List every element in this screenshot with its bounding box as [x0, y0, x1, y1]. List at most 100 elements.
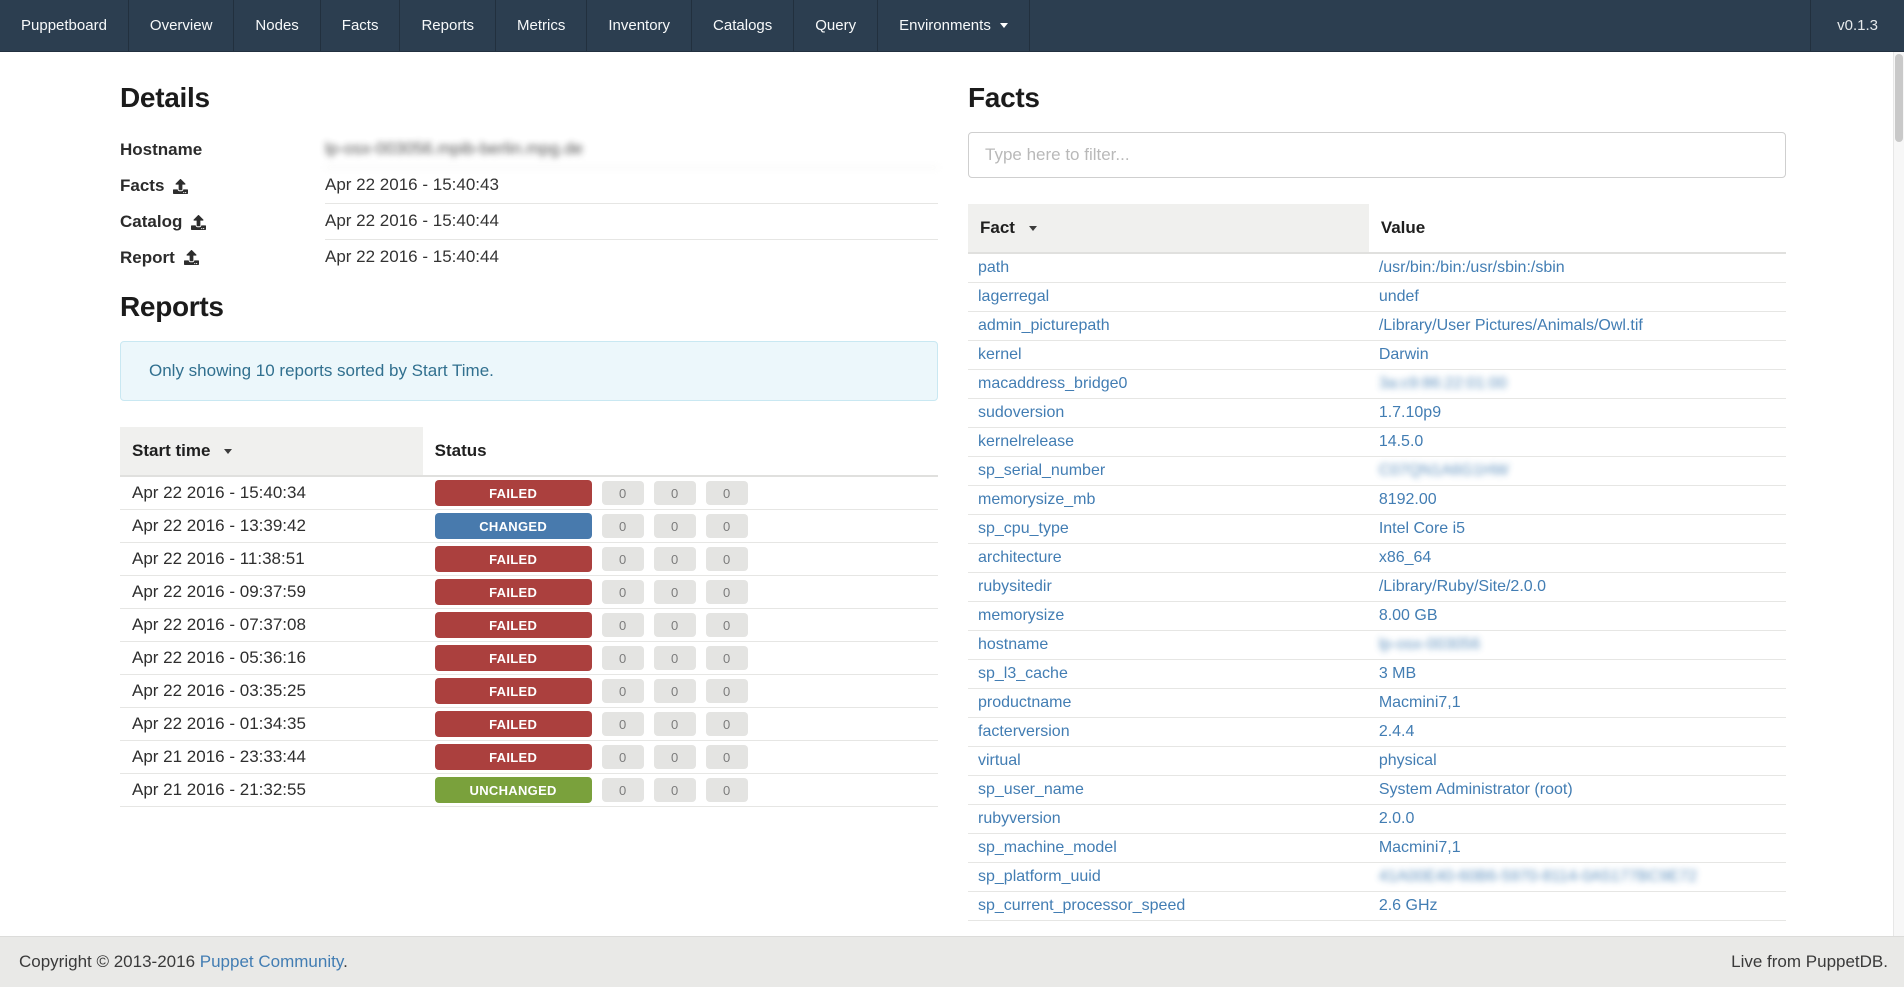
fact-value-link[interactable]: 3 MB [1378, 665, 1417, 682]
scrollbar-thumb[interactable] [1895, 54, 1903, 142]
fact-value-link[interactable]: Intel Core i5 [1378, 520, 1466, 537]
report-status-wrap: FAILED 0 0 0 [434, 678, 926, 704]
fact-value-link[interactable]: 2.4.4 [1378, 723, 1415, 740]
fact-value-link[interactable]: C07QN1A6G1HW [1378, 462, 1509, 479]
fact-name-link[interactable]: macaddress_bridge0 [978, 375, 1128, 392]
fact-name-link[interactable]: path [978, 259, 1010, 276]
fact-name-link[interactable]: admin_picturepath [978, 317, 1110, 334]
fact-value-link[interactable]: 3a:c9:86:22:01:00 [1378, 375, 1507, 392]
fact-value-link[interactable]: 8192.00 [1378, 491, 1437, 508]
fact-name-link[interactable]: memorysize [978, 607, 1065, 624]
fact-value-link[interactable]: physical [1378, 752, 1437, 769]
navbar-item-catalogs[interactable]: Catalogs [691, 0, 793, 51]
report-status-badge[interactable]: FAILED [434, 645, 592, 671]
report-status-wrap: UNCHANGED 0 0 0 [434, 777, 926, 803]
fact-value-cell: 3 MB [1368, 659, 1786, 689]
fact-value-link[interactable]: 2.0.0 [1378, 810, 1415, 827]
navbar-brand[interactable]: Puppetboard [21, 17, 107, 34]
fact-name-link[interactable]: rubyversion [978, 810, 1061, 827]
details-row: Report Apr 22 2016 - 15:40:44 [120, 240, 938, 275]
fact-value-link[interactable]: /usr/bin:/bin:/usr/sbin:/sbin [1378, 259, 1565, 276]
report-count-badge: 0 [601, 679, 644, 703]
puppet-community-link[interactable]: Puppet Community [199, 952, 344, 971]
fact-value-link[interactable]: 41A00E40-60B6-5970-8114-0A5177BC9E72 [1378, 868, 1697, 885]
report-status-badge[interactable]: CHANGED [434, 513, 592, 539]
fact-name-link[interactable]: productname [978, 694, 1072, 711]
facts-column-value[interactable]: Value [1368, 204, 1786, 254]
fact-value-cell: x86_64 [1368, 543, 1786, 573]
page-footer: Copyright © 2013-2016 Puppet Community. … [0, 936, 1904, 987]
fact-value-link[interactable]: 2.6 GHz [1378, 897, 1438, 914]
fact-value-link[interactable]: lp-osx-003056 [1378, 636, 1481, 653]
fact-value-link[interactable]: Darwin [1378, 346, 1429, 363]
report-status-badge[interactable]: FAILED [434, 546, 592, 572]
fact-name-link[interactable]: sp_machine_model [978, 839, 1117, 856]
facts-filter-input[interactable] [968, 132, 1786, 178]
fact-row: memorysize 8.00 GB [968, 601, 1786, 631]
fact-name-link[interactable]: sudoversion [978, 404, 1065, 421]
navbar-item-overview[interactable]: Overview [127, 0, 234, 51]
fact-name-link[interactable]: memorysize_mb [978, 491, 1096, 508]
fact-value-cell: 8.00 GB [1368, 601, 1786, 631]
fact-value-link[interactable]: Macmini7,1 [1378, 839, 1461, 856]
navbar-item-inventory[interactable]: Inventory [586, 0, 691, 51]
fact-name-link[interactable]: architecture [978, 549, 1062, 566]
reports-column-status[interactable]: Status [422, 427, 938, 477]
fact-name-link[interactable]: sp_user_name [978, 781, 1084, 798]
fact-name-link[interactable]: kernelrelease [978, 433, 1075, 450]
fact-value-link[interactable]: Macmini7,1 [1378, 694, 1461, 711]
navbar-item-query[interactable]: Query [793, 0, 877, 51]
navbar-item-nodes[interactable]: Nodes [233, 0, 319, 51]
fact-name-link[interactable]: sp_current_processor_speed [978, 897, 1186, 914]
navbar-item-facts[interactable]: Facts [319, 0, 400, 51]
report-start-time: Apr 22 2016 - 03:35:25 [120, 674, 423, 708]
report-start-time: Apr 21 2016 - 21:32:55 [120, 773, 423, 807]
navbar-item-environments[interactable]: Environments [877, 0, 1030, 51]
fact-name-link[interactable]: sp_platform_uuid [978, 868, 1101, 885]
fact-name-link[interactable]: sp_serial_number [978, 462, 1106, 479]
page-scrollbar[interactable] [1893, 52, 1904, 936]
report-status-badge[interactable]: UNCHANGED [434, 777, 592, 803]
fact-name-link[interactable]: kernel [978, 346, 1022, 363]
fact-value-link[interactable]: 1.7.10p9 [1378, 404, 1442, 421]
report-row: Apr 22 2016 - 03:35:25 FAILED 0 0 0 [120, 674, 938, 708]
fact-name-link[interactable]: virtual [978, 752, 1021, 769]
report-row: Apr 21 2016 - 21:32:55 UNCHANGED 0 0 0 [120, 773, 938, 807]
report-start-time: Apr 22 2016 - 07:37:08 [120, 608, 423, 642]
details-value: Apr 22 2016 - 15:40:43 [325, 168, 938, 204]
fact-name-link[interactable]: sp_l3_cache [978, 665, 1068, 682]
report-count-badge: 0 [601, 580, 644, 604]
fact-value-cell: lp-osx-003056 [1368, 630, 1786, 660]
report-row: Apr 22 2016 - 15:40:34 FAILED 0 0 0 [120, 476, 938, 510]
report-status-badge[interactable]: FAILED [434, 744, 592, 770]
fact-name-link[interactable]: lagerregal [978, 288, 1050, 305]
facts-column-fact[interactable]: Fact [968, 204, 1369, 254]
fact-value-link[interactable]: x86_64 [1378, 549, 1432, 566]
details-row: Hostname lp-osx-003056.mpib-berlin.mpg.de [120, 132, 938, 168]
report-start-time: Apr 22 2016 - 15:40:34 [120, 476, 423, 510]
fact-value-link[interactable]: 8.00 GB [1378, 607, 1438, 624]
fact-name-link[interactable]: sp_cpu_type [978, 520, 1069, 537]
report-status-wrap: FAILED 0 0 0 [434, 612, 926, 638]
report-status-badge[interactable]: FAILED [434, 678, 592, 704]
fact-name-link[interactable]: rubysitedir [978, 578, 1052, 595]
report-status-badge[interactable]: FAILED [434, 579, 592, 605]
fact-name-link[interactable]: facterversion [978, 723, 1070, 740]
fact-value-link[interactable]: System Administrator (root) [1378, 781, 1573, 798]
report-count-badge: 0 [705, 514, 748, 538]
fact-name-link[interactable]: hostname [978, 636, 1049, 653]
details-row: Catalog Apr 22 2016 - 15:40:44 [120, 204, 938, 240]
fact-value-link[interactable]: /Library/Ruby/Site/2.0.0 [1378, 578, 1547, 595]
report-status-badge[interactable]: FAILED [434, 612, 592, 638]
fact-value-link[interactable]: undef [1378, 288, 1419, 305]
navbar-item-reports[interactable]: Reports [399, 0, 495, 51]
navbar-item-metrics[interactable]: Metrics [495, 0, 586, 51]
report-status-badge[interactable]: FAILED [434, 480, 592, 506]
fact-value-link[interactable]: /Library/User Pictures/Animals/Owl.tif [1378, 317, 1643, 334]
reports-column-start-time[interactable]: Start time [120, 427, 423, 477]
report-status-badge[interactable]: FAILED [434, 711, 592, 737]
fact-value-cell: System Administrator (root) [1368, 775, 1786, 805]
facts-table: Fact Value path/usr/bin:/bin:/usr/sbin:/… [968, 204, 1786, 921]
fact-value-link[interactable]: 14.5.0 [1378, 433, 1424, 450]
report-start-time: Apr 22 2016 - 01:34:35 [120, 707, 423, 741]
